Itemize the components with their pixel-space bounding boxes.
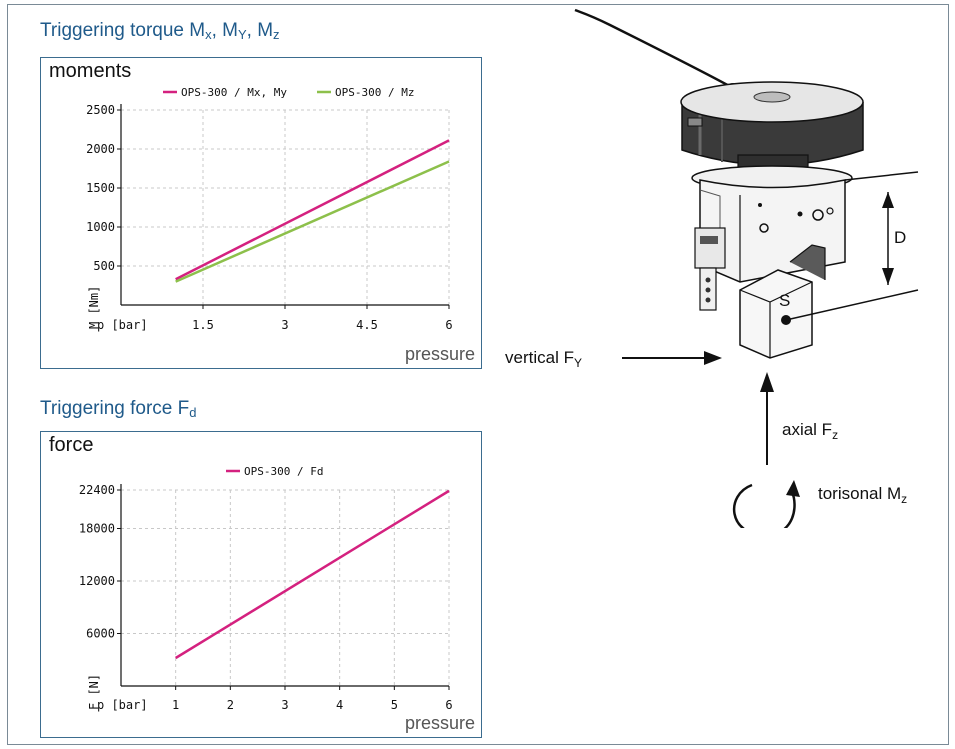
moments-section-title: Triggering torque Mx, MY, Mz (40, 20, 280, 42)
legend-label: OPS-300 / Fd (244, 465, 323, 478)
x-tick-label: 1.5 (192, 318, 214, 332)
axial-force-label: axial Fz (782, 420, 839, 442)
y-tick-label: 500 (93, 259, 115, 273)
force-chart-panel: force pressure 1 2 3 4 5 6 6000 12000 18000 22400… (40, 431, 482, 738)
x-unit-label: p [bar] (97, 698, 148, 712)
moments-xlabel: pressure (404, 344, 475, 364)
d-dimension-label: D (894, 228, 907, 247)
legend-label: OPS-300 / Mx, My (181, 86, 287, 99)
x-tick-label: 2 (227, 698, 234, 712)
x-tick-label: 6 (445, 698, 452, 712)
force-chart-title: force (49, 434, 94, 456)
moments-chart-title: moments (49, 60, 132, 82)
sensor-block (739, 269, 813, 359)
x-unit-label: p [bar] (97, 318, 148, 332)
force-xlabel: pressure (404, 713, 475, 733)
y-tick-label: 12000 (79, 574, 115, 588)
series-line (175, 489, 450, 660)
legend-label: OPS-300 / Mz (335, 86, 414, 99)
y-tick-label: 2500 (86, 103, 115, 117)
sensor-body (694, 179, 846, 311)
torsional-moment-label: torisonal Mz (818, 484, 908, 506)
x-tick-label: 4 (336, 698, 343, 712)
x-tick-label: 6 (445, 318, 452, 332)
series-line (175, 160, 450, 283)
y-axis-label: F [N] (87, 674, 101, 710)
sensor-illustration (574, 8, 919, 528)
series-line (175, 139, 450, 281)
sensor-cable (574, 8, 734, 90)
x-tick-label: 3 (281, 698, 288, 712)
point-s-label: S (779, 291, 791, 310)
y-tick-label: 22400 (79, 483, 115, 497)
sensor-top-disk (680, 81, 864, 166)
y-tick-label: 1500 (86, 181, 115, 195)
torsional-arrow (732, 483, 796, 528)
y-tick-label: 6000 (86, 627, 115, 641)
y-axis-label: M [Nm] (87, 286, 101, 329)
x-tick-label: 1 (172, 698, 179, 712)
moments-chart-panel: moments pressure 1.5 3 4.5 6 500 1000 1500 2000… (40, 57, 482, 369)
s-pointer-line (785, 289, 919, 321)
x-tick-label: 3 (281, 318, 288, 332)
y-tick-label: 2000 (86, 142, 115, 156)
moments-chart: 1.5 3 4.5 6 500 1000 1500 2000 2500 M [Nm]p [bar]… (86, 86, 453, 332)
force-chart: 1 2 3 4 5 6 6000 12000 18000 22400 F [N]p [bar] OPS… (79, 465, 453, 712)
x-tick-label: 5 (391, 698, 398, 712)
y-tick-label: 1000 (86, 220, 115, 234)
vertical-force-label: vertical FY (505, 348, 582, 370)
x-tick-label: 4.5 (356, 318, 378, 332)
y-tick-label: 18000 (79, 522, 115, 536)
force-section-title: Triggering force Fd (40, 398, 197, 420)
page-frame (7, 4, 949, 745)
